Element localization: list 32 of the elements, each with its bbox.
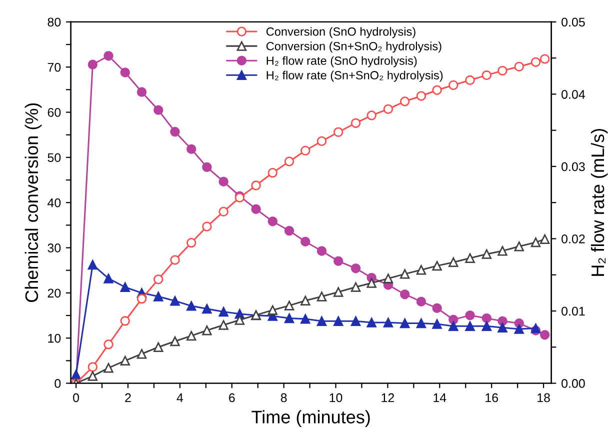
x-tick-label: 4 [176,393,184,402]
x-tick-label: 0 [73,393,80,402]
y2-axis-title: H₂ flow rate (mL/s) [590,128,608,276]
x-tick-label: 6 [229,393,235,402]
x-axis-title: Time (minutes) [252,410,370,428]
y2-tick-label: 0.04 [562,90,586,99]
y2-tick-label: 0.03 [562,162,585,172]
x-tick-label: 10 [330,393,342,402]
y-tick-label: 10 [48,334,61,343]
y-tick-label: 20 [48,288,61,298]
y2-tick-label: 0.00 [562,379,585,388]
y-tick-label: 70 [48,62,61,72]
y-tick-label: 30 [48,244,61,252]
legend-label: H₂ flow rate (SnO hydrolysis) [266,56,417,68]
y2-tick-label: 0.05 [562,18,585,27]
legend-label: H₂ flow rate (Sn+SnO₂ hydrolysis) [266,70,443,82]
x-tick-label: 14 [434,393,446,402]
x-tick-label: 2 [125,393,131,402]
y-tick-label: 50 [48,153,61,162]
x-tick-label: 18 [538,393,550,402]
y-tick-label: 60 [48,108,61,117]
legend-label: Conversion (SnO hydrolysis) [266,27,416,38]
y-axis-title: Chemical conversion (%) [24,103,42,302]
x-tick-label: 8 [280,393,287,402]
y-tick-label: 40 [48,198,61,208]
y-tick-label: 0 [54,379,61,388]
legend-label: Conversion (Sn+SnO₂ hydrolysis) [266,42,442,53]
y-tick-label: 80 [48,18,61,27]
x-tick-label: 12 [382,393,394,402]
x-tick-label: 16 [486,393,498,402]
y2-tick-label: 0.02 [562,234,585,244]
y2-tick-label: 0.01 [562,306,585,316]
